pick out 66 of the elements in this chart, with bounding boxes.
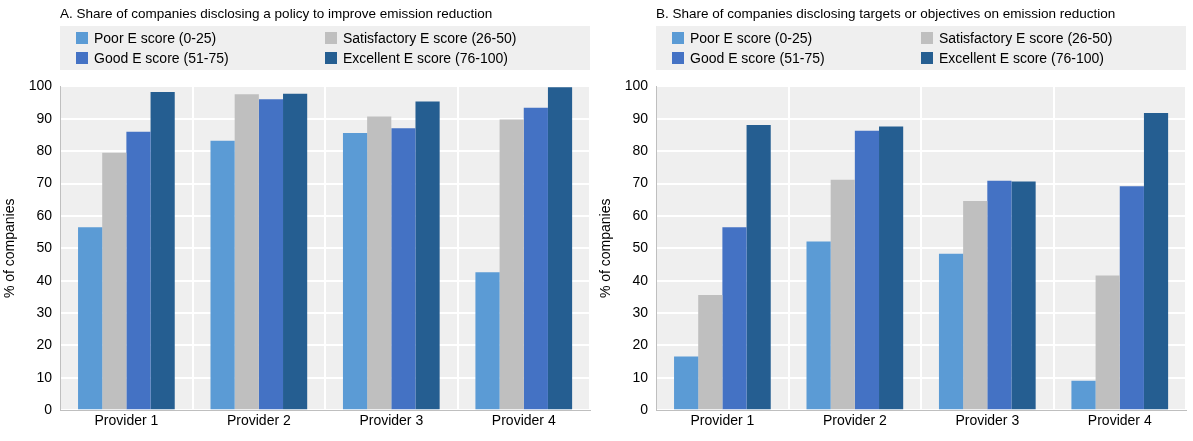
bar bbox=[342, 133, 368, 410]
y-tick-label: 40 bbox=[36, 271, 53, 288]
y-tick-label: 30 bbox=[632, 303, 649, 320]
x-tick-label: Provider 3 bbox=[955, 412, 1020, 429]
x-tick-label: Provider 2 bbox=[822, 412, 887, 429]
bar bbox=[1119, 186, 1144, 410]
bar bbox=[879, 126, 904, 410]
bar bbox=[1071, 380, 1096, 410]
legend-label: Satisfactory E score (26-50) bbox=[939, 30, 1113, 46]
y-tick-label: 10 bbox=[36, 368, 53, 385]
bar bbox=[475, 272, 500, 410]
y-tick-label: 20 bbox=[36, 336, 53, 353]
x-tick-label: Provider 4 bbox=[491, 412, 556, 429]
x-tick-label: Provider 4 bbox=[1087, 412, 1152, 429]
legend-label: Good E score (51-75) bbox=[94, 50, 229, 66]
chart-title: A. Share of companies disclosing a policy to improve emission reduction bbox=[60, 6, 494, 23]
legend-label: Poor E score (0-25) bbox=[94, 30, 217, 46]
y-tick-label: 50 bbox=[36, 239, 53, 256]
y-tick-label: 40 bbox=[632, 271, 649, 288]
x-tick-label: Provider 1 bbox=[690, 412, 755, 429]
y-axis-title: % of companies bbox=[1, 198, 18, 299]
bar bbox=[1143, 112, 1169, 410]
y-tick-label: 80 bbox=[36, 142, 53, 159]
y-tick-label: 0 bbox=[44, 401, 53, 418]
legend-label: Poor E score (0-25) bbox=[690, 30, 813, 46]
bar bbox=[391, 128, 416, 410]
bar bbox=[150, 91, 175, 410]
bar bbox=[78, 227, 103, 410]
bar bbox=[987, 180, 1012, 410]
y-tick-label: 60 bbox=[36, 206, 53, 223]
bar bbox=[523, 107, 548, 410]
bar bbox=[854, 130, 880, 410]
legend-label: Excellent E score (76-100) bbox=[343, 50, 508, 66]
bar bbox=[722, 227, 747, 410]
x-tick-label: Provider 3 bbox=[359, 412, 424, 429]
bar bbox=[806, 241, 831, 410]
y-tick-label: 50 bbox=[632, 239, 649, 256]
legend-label: Satisfactory E score (26-50) bbox=[343, 30, 517, 46]
y-tick-label: 90 bbox=[36, 109, 53, 126]
y-tick-label: 80 bbox=[632, 142, 649, 159]
x-tick-label: Provider 1 bbox=[94, 412, 159, 429]
bar bbox=[746, 124, 771, 410]
y-tick-label: 20 bbox=[632, 336, 649, 353]
bar bbox=[258, 99, 284, 410]
y-tick-label: 90 bbox=[632, 109, 649, 126]
bar bbox=[126, 131, 151, 410]
bar bbox=[547, 87, 573, 410]
bar bbox=[938, 253, 964, 410]
bar bbox=[674, 356, 699, 410]
y-tick-label: 70 bbox=[36, 174, 53, 191]
y-tick-label: 100 bbox=[624, 77, 649, 94]
bar bbox=[283, 93, 308, 410]
bar bbox=[1011, 181, 1036, 410]
bar bbox=[415, 101, 440, 410]
y-tick-label: 70 bbox=[632, 174, 649, 191]
y-tick-label: 60 bbox=[632, 206, 649, 223]
y-tick-label: 0 bbox=[640, 401, 649, 418]
legend-label: Good E score (51-75) bbox=[690, 50, 825, 66]
chart-title: B. Share of companies disclosing targets or objectives on emission reduction bbox=[656, 6, 1117, 23]
x-tick-label: Provider 2 bbox=[226, 412, 291, 429]
y-tick-label: 10 bbox=[632, 368, 649, 385]
y-tick-label: 100 bbox=[28, 77, 53, 94]
y-tick-label: 30 bbox=[36, 303, 53, 320]
y-axis-title: % of companies bbox=[597, 198, 614, 299]
legend-label: Excellent E score (76-100) bbox=[939, 50, 1104, 66]
bar bbox=[210, 140, 235, 410]
